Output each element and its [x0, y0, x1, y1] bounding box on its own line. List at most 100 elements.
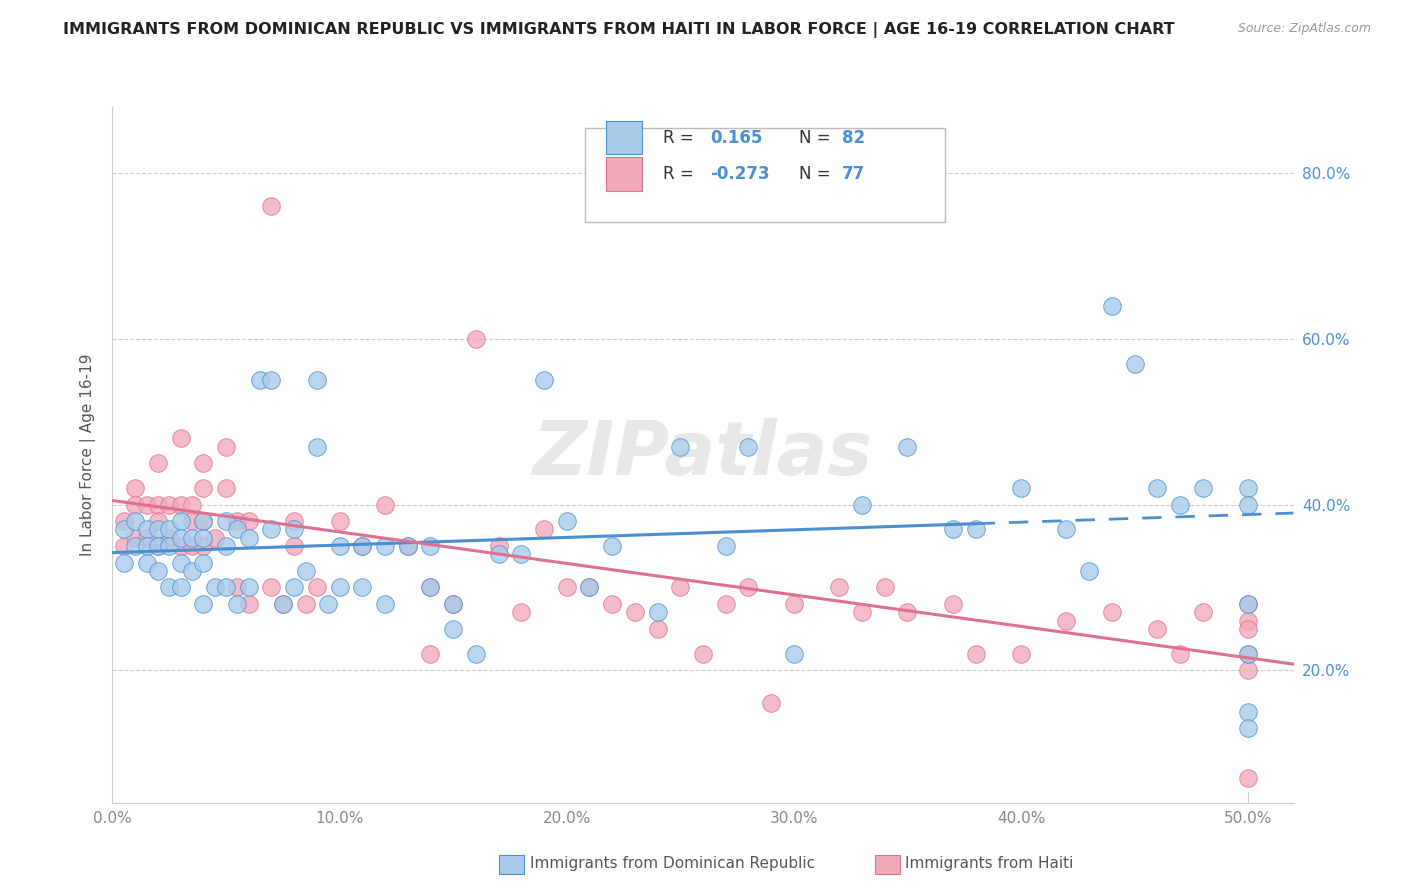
Point [851, 605, 873, 619]
Point [135, 498, 157, 512]
Point [226, 523, 249, 537]
Point [510, 605, 533, 619]
Point [578, 581, 600, 595]
Point [965, 523, 987, 537]
Point [1054, 614, 1077, 628]
Text: IMMIGRANTS FROM DOMINICAN REPUBLIC VS IMMIGRANTS FROM HAITI IN LABOR FORCE | AGE: IMMIGRANTS FROM DOMINICAN REPUBLIC VS IM… [63, 22, 1175, 38]
Point [352, 539, 374, 553]
Point [1237, 498, 1260, 512]
Point [238, 514, 260, 528]
Point [555, 514, 578, 528]
FancyBboxPatch shape [606, 157, 641, 191]
Point [1101, 299, 1123, 313]
Point [329, 514, 352, 528]
Point [419, 581, 441, 595]
Point [215, 481, 238, 495]
Point [714, 597, 737, 611]
Point [260, 373, 283, 387]
Point [647, 605, 669, 619]
Point [260, 581, 283, 595]
Point [169, 539, 191, 553]
Point [533, 523, 555, 537]
Point [1054, 523, 1077, 537]
Point [1237, 481, 1260, 495]
Point [169, 531, 191, 545]
Point [112, 556, 135, 570]
Point [600, 597, 623, 611]
Point [112, 539, 135, 553]
Point [215, 440, 238, 454]
Point [714, 539, 737, 553]
Point [374, 597, 396, 611]
Point [260, 523, 283, 537]
Point [193, 556, 215, 570]
Point [1237, 597, 1260, 611]
Point [1146, 622, 1168, 636]
Point [873, 581, 896, 595]
Point [600, 539, 623, 553]
Point [1010, 481, 1032, 495]
Point [146, 564, 169, 578]
Text: ZIPatlas: ZIPatlas [533, 418, 873, 491]
Point [135, 539, 157, 553]
Point [249, 373, 271, 387]
Point [157, 531, 180, 545]
Point [215, 581, 238, 595]
Point [283, 514, 305, 528]
Point [181, 539, 204, 553]
Point [851, 498, 873, 512]
Text: Immigrants from Dominican Republic: Immigrants from Dominican Republic [530, 856, 815, 871]
FancyBboxPatch shape [606, 121, 641, 154]
Point [157, 523, 180, 537]
Point [193, 597, 215, 611]
Point [374, 498, 396, 512]
Point [226, 597, 249, 611]
Point [238, 597, 260, 611]
Point [488, 547, 510, 561]
FancyBboxPatch shape [585, 128, 945, 222]
Point [238, 581, 260, 595]
Point [157, 539, 180, 553]
Point [124, 481, 146, 495]
Point [1237, 771, 1260, 785]
Point [464, 647, 486, 661]
Point [135, 531, 157, 545]
Point [441, 597, 464, 611]
Point [294, 564, 316, 578]
Point [169, 498, 191, 512]
Text: -0.273: -0.273 [710, 165, 769, 183]
Point [352, 539, 374, 553]
Point [157, 581, 180, 595]
Point [692, 647, 714, 661]
Point [942, 523, 965, 537]
Point [226, 514, 249, 528]
Point [624, 605, 647, 619]
Point [1146, 481, 1168, 495]
Point [124, 514, 146, 528]
Point [783, 647, 806, 661]
Point [942, 597, 965, 611]
Point [193, 539, 215, 553]
Y-axis label: In Labor Force | Age 16-19: In Labor Force | Age 16-19 [80, 353, 96, 557]
Text: N =: N = [799, 128, 835, 146]
Text: R =: R = [662, 128, 699, 146]
Text: 77: 77 [842, 165, 866, 183]
Point [578, 581, 600, 595]
Point [1237, 721, 1260, 735]
Point [112, 514, 135, 528]
Point [215, 539, 238, 553]
Point [669, 581, 692, 595]
Text: Immigrants from Haiti: Immigrants from Haiti [905, 856, 1074, 871]
Text: 0.165: 0.165 [710, 128, 762, 146]
Point [1237, 647, 1260, 661]
Point [1237, 622, 1260, 636]
Point [737, 581, 759, 595]
Text: R =: R = [662, 165, 699, 183]
Point [1168, 647, 1191, 661]
Point [1237, 663, 1260, 677]
Point [181, 498, 204, 512]
Point [124, 531, 146, 545]
Point [316, 597, 339, 611]
Text: N =: N = [799, 165, 835, 183]
Point [419, 539, 441, 553]
